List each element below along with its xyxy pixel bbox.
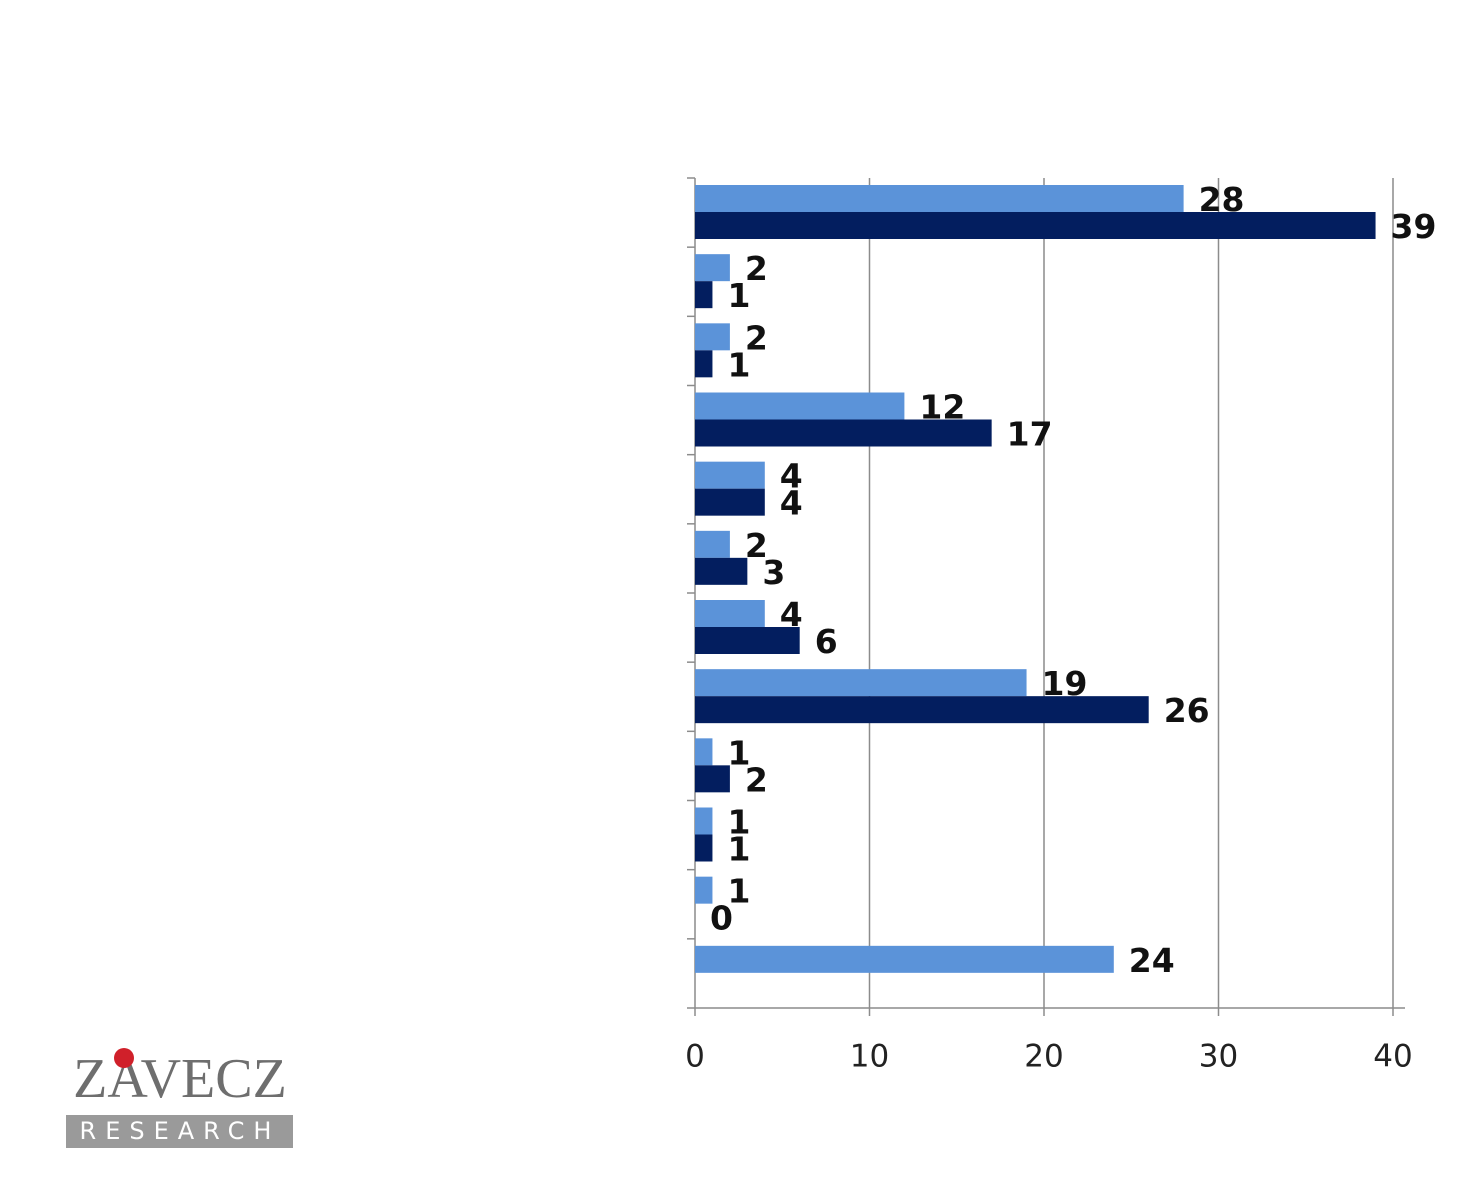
bar xyxy=(695,323,730,351)
bar xyxy=(695,419,992,447)
data-label: 0 xyxy=(710,899,733,938)
data-label: 4 xyxy=(780,484,803,523)
data-label: 17 xyxy=(1007,415,1053,454)
bar xyxy=(695,834,713,862)
data-label: 1 xyxy=(727,830,750,869)
data-label: 6 xyxy=(815,622,838,661)
bar xyxy=(695,600,765,627)
data-label: 2 xyxy=(745,760,768,799)
x-tick-label: 40 xyxy=(1373,1039,1412,1075)
data-label: 1 xyxy=(727,345,750,384)
bar xyxy=(695,461,765,489)
data-label: 39 xyxy=(1391,207,1437,246)
x-tick-label: 0 xyxy=(685,1039,705,1075)
x-tick-label: 30 xyxy=(1199,1039,1238,1075)
logo-band xyxy=(66,1115,293,1148)
bar xyxy=(695,807,713,835)
data-label: 2 xyxy=(745,526,768,565)
bar xyxy=(695,738,713,766)
bar xyxy=(695,185,1184,212)
logo: ZAVECZ RESEARCH xyxy=(66,1048,293,1148)
data-label: 26 xyxy=(1164,691,1210,730)
bar xyxy=(695,281,713,309)
data-label: 3 xyxy=(762,553,785,592)
bar xyxy=(695,696,1149,724)
data-label: 1 xyxy=(727,733,750,772)
bar xyxy=(695,945,1114,973)
bar xyxy=(695,392,905,420)
logo-dot xyxy=(114,1048,134,1068)
data-label: 4 xyxy=(780,457,803,496)
bar xyxy=(695,350,713,378)
data-label: 24 xyxy=(1129,941,1175,980)
data-label: 1 xyxy=(727,803,750,842)
x-tick-label: 10 xyxy=(850,1039,889,1075)
bar xyxy=(695,254,730,282)
x-tick-label: 20 xyxy=(1024,1039,1063,1075)
bar xyxy=(695,557,748,585)
data-label: 2 xyxy=(745,249,768,288)
data-label: 1 xyxy=(727,276,750,315)
logo-tagline: RESEARCH xyxy=(80,1117,281,1145)
bar xyxy=(695,530,730,558)
bar xyxy=(695,876,713,904)
bar xyxy=(695,488,765,516)
data-label: 4 xyxy=(780,595,803,634)
bar xyxy=(695,627,800,654)
bar xyxy=(695,212,1376,239)
bar xyxy=(695,765,730,793)
bar xyxy=(695,669,1027,697)
logo-name: ZAVECZ xyxy=(73,1048,287,1110)
data-label: 2 xyxy=(745,318,768,357)
data-label: 1 xyxy=(727,872,750,911)
